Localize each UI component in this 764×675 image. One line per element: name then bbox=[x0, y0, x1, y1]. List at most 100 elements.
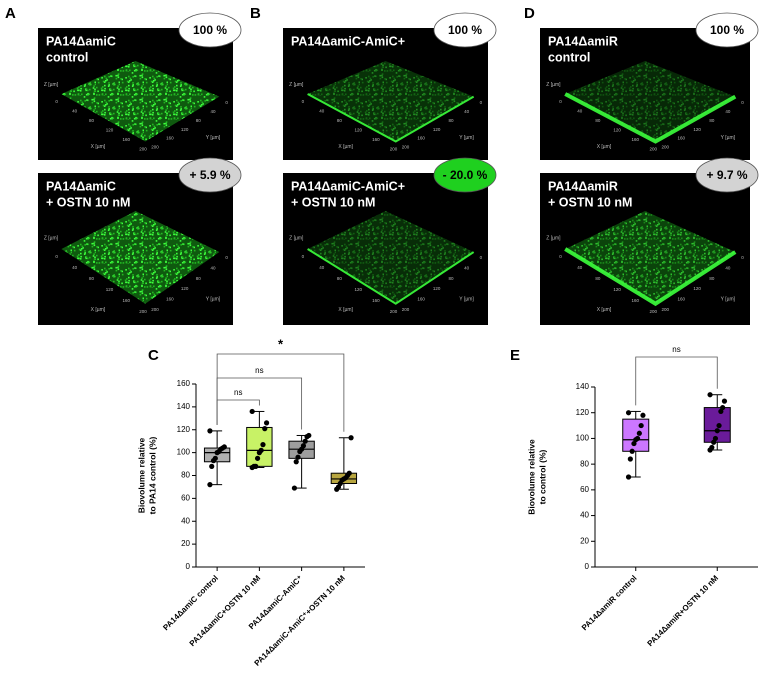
image-title: + OSTN 10 nM bbox=[548, 195, 632, 209]
render-axis-label: Y [µm] bbox=[721, 296, 736, 302]
render-axis-label: X [µm] bbox=[597, 144, 612, 150]
render-tick: 120 bbox=[354, 128, 362, 133]
y-tick-label: 60 bbox=[580, 485, 589, 494]
y-tick-label: 0 bbox=[186, 562, 191, 571]
render-tick: 160 bbox=[677, 136, 685, 141]
render-tick: 0 bbox=[302, 254, 305, 259]
render-tick: 200 bbox=[390, 309, 398, 314]
render-tick: 40 bbox=[464, 109, 470, 114]
x-tick-label: PA14ΔamiR+OSTN 10 nM bbox=[646, 573, 721, 648]
significance-label: ns bbox=[234, 388, 242, 397]
point bbox=[712, 435, 719, 442]
point bbox=[638, 422, 644, 429]
point bbox=[302, 438, 308, 444]
render-tick: 160 bbox=[166, 297, 174, 302]
render-axis-label: X [µm] bbox=[91, 144, 106, 150]
render-axis-label: X [µm] bbox=[597, 307, 612, 313]
render-tick: 160 bbox=[631, 137, 639, 142]
point bbox=[625, 410, 632, 416]
panel-letter: E bbox=[510, 347, 520, 364]
significance-bracket bbox=[635, 356, 718, 406]
y-tick-label: 120 bbox=[576, 408, 590, 417]
y-tick-label: 80 bbox=[580, 459, 589, 468]
significance-label: * bbox=[278, 336, 284, 351]
render-tick: 0 bbox=[559, 254, 562, 259]
point bbox=[212, 455, 218, 461]
render-tick: 120 bbox=[181, 127, 189, 132]
point bbox=[346, 470, 352, 476]
point bbox=[631, 440, 637, 447]
render-tick: 80 bbox=[448, 118, 454, 123]
point bbox=[254, 455, 261, 461]
render-tick: 80 bbox=[595, 118, 601, 123]
badge bbox=[695, 157, 759, 193]
render-tick: 0 bbox=[480, 100, 483, 105]
panel-letter: A bbox=[5, 5, 16, 22]
biofilm-surface bbox=[565, 61, 736, 142]
y-tick-label: 140 bbox=[177, 402, 191, 411]
box bbox=[622, 418, 650, 452]
render-tick: 80 bbox=[196, 276, 202, 281]
render-axis-label: Y [µm] bbox=[721, 135, 736, 141]
render-tick: 160 bbox=[122, 137, 130, 142]
point bbox=[625, 474, 632, 480]
image-title: PA14ΔamiR bbox=[548, 34, 618, 48]
y-tick-label: 60 bbox=[181, 493, 190, 502]
point bbox=[348, 435, 354, 441]
point bbox=[263, 420, 270, 426]
badge-text: + 9.7 % bbox=[706, 168, 747, 182]
render-tick: 40 bbox=[72, 265, 78, 270]
render-tick: 200 bbox=[650, 309, 658, 314]
point bbox=[640, 412, 646, 418]
render-tick: 80 bbox=[709, 118, 715, 123]
image-title: PA14ΔamiR bbox=[548, 179, 618, 193]
render-tick: 80 bbox=[448, 276, 454, 281]
point bbox=[258, 447, 264, 453]
point bbox=[707, 392, 713, 398]
point bbox=[295, 454, 301, 460]
biofilm-surface bbox=[307, 61, 474, 142]
y-tick-label: 160 bbox=[177, 379, 191, 388]
y-tick-label: 40 bbox=[580, 511, 589, 520]
render-axis-label: Y [µm] bbox=[459, 296, 474, 302]
render-tick: 160 bbox=[372, 298, 380, 303]
render-tick: 40 bbox=[725, 109, 731, 114]
biofilm-surface bbox=[61, 211, 220, 304]
badge bbox=[433, 157, 497, 193]
render-tick: 160 bbox=[677, 297, 685, 302]
point bbox=[720, 404, 726, 411]
point bbox=[718, 408, 724, 415]
render-tick: 120 bbox=[693, 127, 701, 132]
render-tick: 160 bbox=[417, 136, 425, 141]
render-axis-label: Z [µm] bbox=[289, 236, 304, 242]
point bbox=[709, 444, 715, 451]
image-title: + OSTN 10 nM bbox=[291, 195, 375, 209]
y-axis-label: Biovolume relative bbox=[526, 439, 536, 515]
render-tick: 0 bbox=[225, 255, 228, 260]
panel-letter: D bbox=[524, 5, 535, 22]
point bbox=[209, 463, 215, 469]
point bbox=[634, 435, 641, 442]
biofilm-surface bbox=[565, 211, 736, 304]
render-tick: 40 bbox=[577, 265, 583, 270]
render-tick: 120 bbox=[613, 128, 621, 133]
render-tick: 200 bbox=[650, 147, 658, 152]
significance-label: ns bbox=[672, 345, 680, 354]
render-tick: 40 bbox=[577, 109, 583, 114]
render-tick: 160 bbox=[417, 297, 425, 302]
point bbox=[306, 432, 312, 439]
y-tick-label: 20 bbox=[181, 539, 190, 548]
y-axis-label: to control (%) bbox=[537, 449, 547, 504]
point bbox=[293, 459, 299, 465]
point bbox=[627, 456, 633, 462]
render-tick: 0 bbox=[559, 99, 562, 104]
render-tick: 120 bbox=[106, 128, 114, 133]
y-tick-label: 0 bbox=[585, 562, 590, 571]
render-tick: 120 bbox=[433, 127, 441, 132]
significance-label: ns bbox=[255, 366, 263, 375]
render-tick: 200 bbox=[139, 309, 147, 314]
render-tick: 120 bbox=[106, 287, 114, 292]
badge-text: + 5.9 % bbox=[189, 168, 230, 182]
render-tick: 200 bbox=[402, 307, 410, 312]
render-axis-label: Z [µm] bbox=[44, 236, 59, 242]
